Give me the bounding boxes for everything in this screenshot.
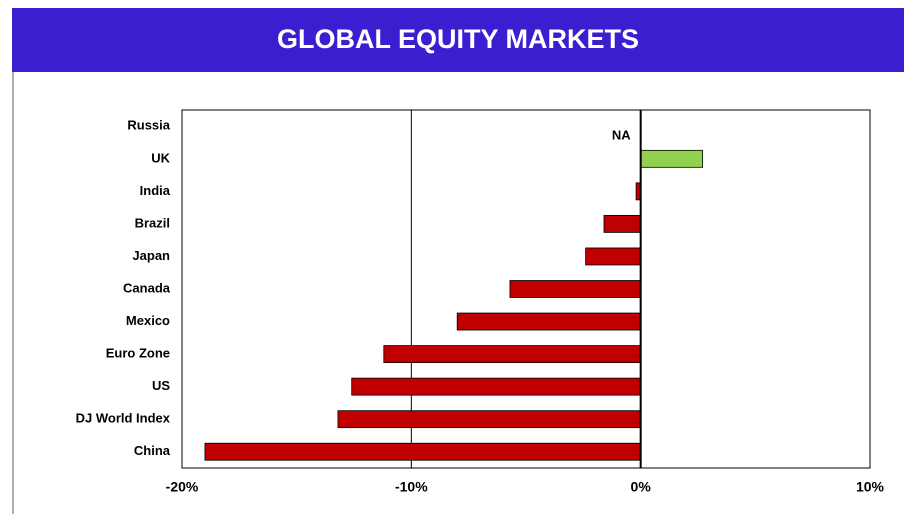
y-tick-label: India [140,183,171,198]
y-tick-label: DJ World Index [76,411,171,426]
bar [204,442,642,461]
bar [383,345,642,363]
y-tick-label: China [134,443,171,458]
bar [509,280,642,298]
x-tick-label: -10% [395,479,428,495]
bar [351,377,642,396]
value-label: NA [612,128,631,143]
chart-title: GLOBAL EQUITY MARKETS [277,24,639,54]
y-tick-label: Brazil [135,215,170,230]
x-tick-label: 10% [856,479,885,495]
bar [337,410,642,429]
x-tick-label: -20% [166,479,199,495]
y-tick-label: Euro Zone [106,346,170,361]
y-tick-label: US [152,378,170,393]
bar [585,247,642,266]
bar [640,149,703,168]
title-banner [12,8,904,72]
y-tick-label: Mexico [126,313,170,328]
y-tick-label: Canada [123,280,171,295]
y-tick-label: Russia [127,118,170,133]
bar [603,215,642,233]
y-tick-label: UK [151,150,170,165]
y-tick-label: Japan [132,248,170,263]
x-tick-label: 0% [631,479,652,495]
bar [456,312,642,331]
